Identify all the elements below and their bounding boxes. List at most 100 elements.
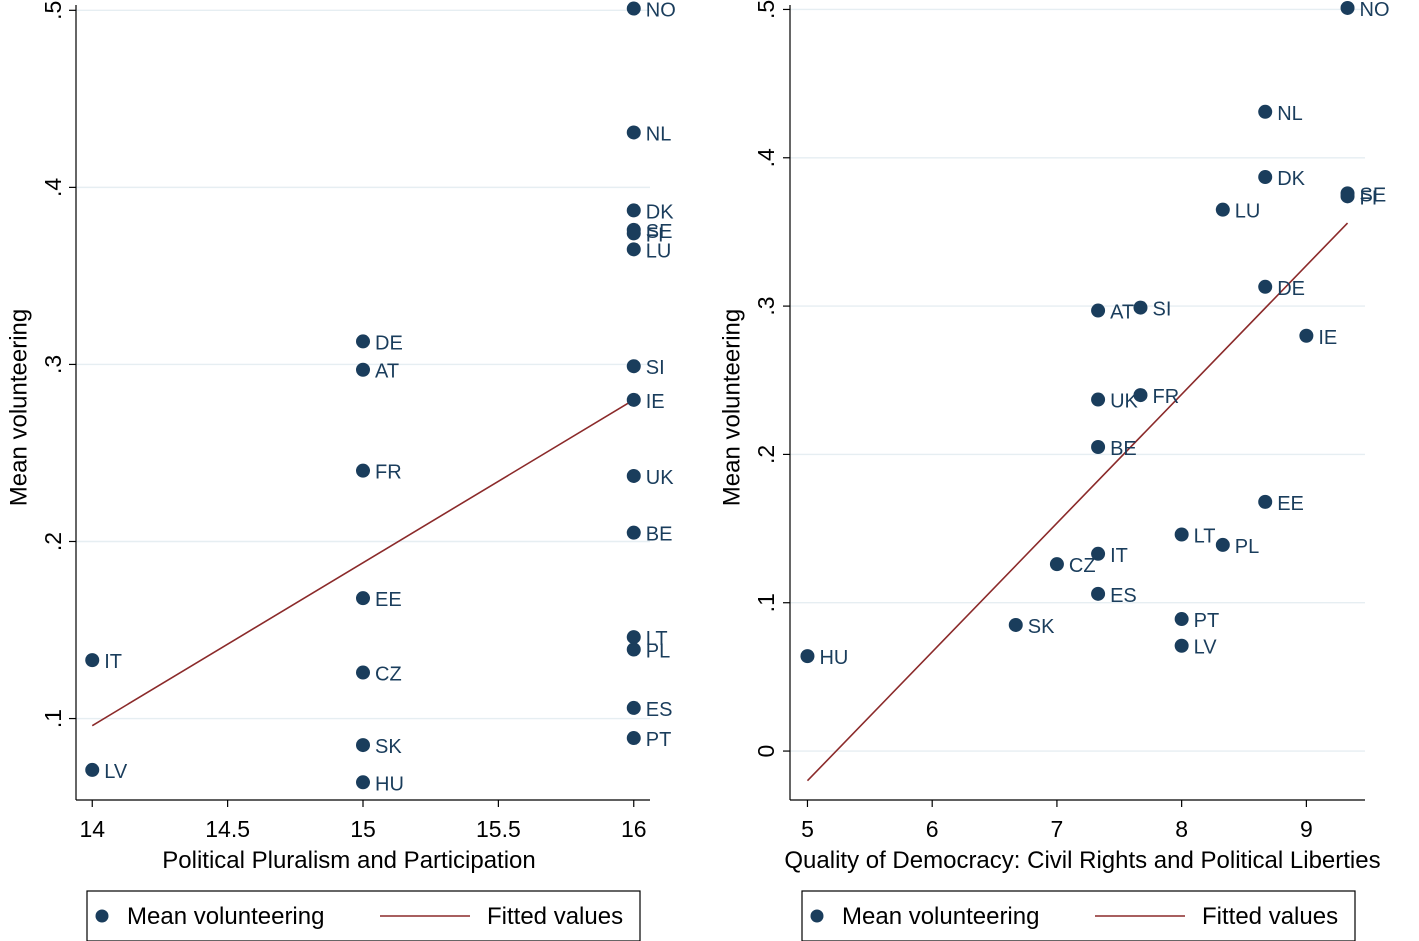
point-label-ie: IE <box>1318 327 1337 349</box>
data-point-pt <box>626 731 641 746</box>
point-label-be: BE <box>1110 438 1137 460</box>
data-point-nl <box>626 125 641 140</box>
point-label-no: NO <box>646 0 676 22</box>
point-label-lt: LT <box>646 628 668 650</box>
data-point-hu <box>800 649 815 664</box>
data-point-dk <box>1258 170 1273 185</box>
point-label-dk: DK <box>1277 168 1305 190</box>
x-tick-label: 8 <box>1175 816 1188 842</box>
legend: Mean volunteering Fitted values <box>86 890 641 941</box>
point-label-at: AT <box>1110 302 1134 324</box>
x-tick-label: 5 <box>801 816 814 842</box>
point-label-pl: PL <box>1235 536 1259 558</box>
x-tick-label: 15.5 <box>476 816 521 842</box>
point-label-de: DE <box>1277 278 1305 300</box>
point-label-nl: NL <box>1277 103 1303 125</box>
data-point-uk <box>626 468 641 483</box>
point-label-lv: LV <box>1194 637 1218 659</box>
y-tick-label: .3 <box>40 355 66 374</box>
point-label-sk: SK <box>375 736 402 758</box>
data-point-lt <box>626 630 641 645</box>
chart-panel-1: .1 .2 .3 .4 .5 14 14.5 15 15.5 16 Political Plural… <box>5 0 676 941</box>
x-tick-label: 16 <box>621 816 647 842</box>
x-tick-label: 6 <box>926 816 939 842</box>
point-label-it: IT <box>1110 545 1128 567</box>
data-point-ee <box>356 591 370 606</box>
legend-label-fitted-values: Fitted values <box>1202 903 1338 930</box>
point-label-ee: EE <box>375 589 402 611</box>
point-label-es: ES <box>646 699 673 721</box>
legend-label-mean-volunteering: Mean volunteering <box>127 903 324 930</box>
data-point-es <box>1091 586 1106 601</box>
point-label-fi: FI <box>1360 187 1378 209</box>
data-point-cz <box>1049 557 1064 572</box>
point-label-ie: IE <box>646 391 665 413</box>
y-tick-label: .4 <box>753 148 779 167</box>
data-point-ee <box>1258 494 1273 509</box>
point-label-si: SI <box>1152 299 1171 321</box>
y-tick-label: .2 <box>40 532 66 551</box>
point-label-hu: HU <box>375 773 404 795</box>
point-label-ee: EE <box>1277 493 1304 515</box>
data-point-pl <box>1215 537 1230 552</box>
x-tick-label: 14 <box>79 816 105 842</box>
data-point-fr <box>356 463 370 478</box>
y-tick-label: .5 <box>753 0 779 19</box>
x-axis-title: Political Pluralism and Participation <box>162 847 536 874</box>
point-label-uk: UK <box>646 467 674 489</box>
fitted-values-line <box>91 399 635 727</box>
y-axis-title: Mean volunteering <box>718 309 745 506</box>
point-label-fr: FR <box>1152 386 1179 408</box>
point-label-at: AT <box>375 361 399 383</box>
y-axis-title: Mean volunteering <box>5 309 32 506</box>
data-point-nl <box>1258 104 1273 119</box>
data-point-fr <box>1133 388 1148 403</box>
point-label-be: BE <box>646 524 673 546</box>
data-point-lu <box>1215 202 1230 217</box>
point-label-se: SE <box>646 221 673 243</box>
x-tick-label: 15 <box>350 816 376 842</box>
data-point-fi <box>1340 189 1355 204</box>
y-tick-label: .3 <box>753 296 779 315</box>
data-point-de <box>1258 279 1273 294</box>
data-point-lu <box>626 242 641 257</box>
data-point-de <box>356 334 370 349</box>
data-point-at <box>356 362 370 377</box>
y-tick-label: .5 <box>40 1 66 20</box>
legend-label-mean-volunteering: Mean volunteering <box>842 903 1039 930</box>
point-label-pt: PT <box>1194 610 1220 632</box>
point-label-cz: CZ <box>375 664 402 686</box>
point-label-hu: HU <box>819 647 848 669</box>
legend-label-fitted-values: Fitted values <box>487 903 623 930</box>
point-label-lu: LU <box>1235 201 1261 223</box>
point-label-fi: FI <box>646 224 664 246</box>
data-point-fi <box>626 226 641 241</box>
legend-marker-icon <box>95 909 109 923</box>
point-label-pt: PT <box>646 729 672 751</box>
data-point-ie <box>1299 328 1314 343</box>
point-label-cz: CZ <box>1069 555 1096 577</box>
y-tick-label: .2 <box>753 445 779 464</box>
data-point-be <box>1091 439 1106 454</box>
data-point-at <box>1091 303 1106 318</box>
data-point-pl <box>626 642 641 657</box>
chart-panel-2: 0 .1 .2 .3 .4 .5 5 6 7 8 9 Quality of Democracy: Ci… <box>718 0 1390 941</box>
data-point-lv <box>85 762 100 777</box>
y-tick-label: 0 <box>753 745 779 758</box>
data-point-it <box>85 653 100 668</box>
point-label-pl: PL <box>646 640 670 662</box>
data-point-uk <box>1091 392 1106 407</box>
point-label-fr: FR <box>375 462 402 484</box>
point-label-es: ES <box>1110 585 1137 607</box>
data-point-sk <box>1008 617 1023 632</box>
legend-box <box>86 890 641 941</box>
x-tick-label: 14.5 <box>205 816 250 842</box>
data-point-si <box>626 359 641 374</box>
point-label-it: IT <box>104 651 122 673</box>
point-label-no: NO <box>1360 0 1390 21</box>
point-label-dk: DK <box>646 201 674 223</box>
y-tick-label: .1 <box>753 593 779 612</box>
point-label-se: SE <box>1360 184 1387 206</box>
